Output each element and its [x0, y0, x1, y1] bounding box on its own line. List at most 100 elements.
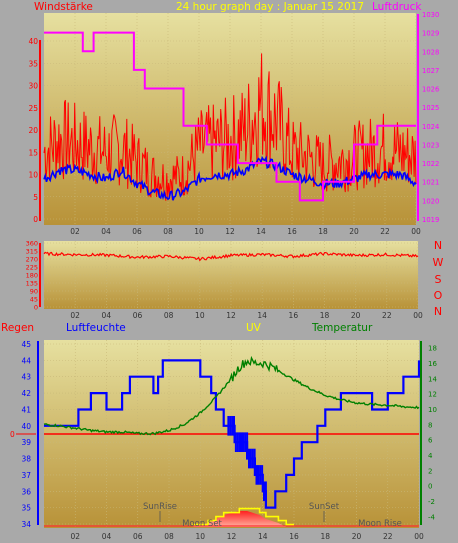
sunset-annotation: SunSet: [309, 502, 340, 512]
humidity-axes: 343536373839404142434445-4-2024681012141…: [10, 340, 437, 541]
humidity-x-tick-label: 06: [133, 532, 143, 541]
pressure-y-tick-label: 1023: [422, 141, 439, 149]
wind-x-tick-label: 12: [225, 227, 235, 236]
temperature-y-tick-label: 14: [428, 375, 437, 383]
uv-area: [192, 511, 294, 527]
humidity-x-tick-label: 12: [227, 532, 237, 541]
pressure-y-tick-label: 1030: [422, 11, 439, 19]
direction-x-tick-label: 14: [257, 311, 267, 320]
direction-series: [43, 251, 419, 262]
direction-y-tick-label: 90: [30, 288, 38, 296]
pressure-y-tick-label: 1026: [422, 86, 439, 94]
humidity-y-tick-label: 37: [21, 471, 31, 480]
direction-label-s: S: [435, 273, 442, 286]
humidity-y-tick-label: 35: [21, 504, 31, 513]
wind-series: [43, 31, 417, 202]
wind-y-tick-label: 40: [28, 37, 38, 46]
pressure-y-tick-label: 1020: [422, 197, 439, 205]
direction-label-w: W: [433, 256, 444, 269]
humidity-y-tick-label: 38: [21, 455, 31, 464]
temperature-y-tick-label: 8: [428, 421, 432, 429]
humidity-y-tick-label: 41: [21, 405, 31, 414]
direction-y-tick-label: 180: [26, 272, 38, 280]
humidity-y-tick-label: 44: [21, 356, 31, 365]
humidity-y-tick-label: 43: [21, 373, 31, 382]
humidity-legend: Luftfeuchte: [66, 322, 126, 334]
wind-y-tick-label: 20: [28, 126, 38, 135]
direction-label-n-top: N: [434, 239, 442, 252]
wind-x-tick-label: 06: [132, 227, 142, 236]
direction-y-tick-label: 225: [26, 264, 38, 272]
temperature-legend: Temperatur: [311, 322, 373, 334]
wind-x-tick-label: 20: [349, 227, 359, 236]
pressure-y-tick-label: 1019: [422, 216, 439, 224]
direction-x-tick-label: 04: [102, 311, 112, 320]
pressure-y-tick-label: 1024: [422, 123, 439, 131]
wind-pressure-panel: 0510152025303540101910201021102210231024…: [28, 11, 439, 236]
humidity-temperature-panel: 343536373839404142434445-4-2024681012141…: [10, 340, 437, 541]
humidity-x-tick-label: 10: [195, 532, 205, 541]
direction-y-tick-label: 135: [26, 280, 38, 288]
humidity-y-tick-label: 34: [21, 520, 31, 529]
direction-x-tick-label: 02: [70, 311, 80, 320]
direction-x-tick-label: 16: [289, 311, 299, 320]
pressure-line: [44, 31, 416, 202]
pressure-y-tick-label: 1022: [422, 160, 439, 168]
humidity-y-tick-label: 39: [21, 438, 31, 447]
direction-label-n-bottom: N: [434, 305, 442, 318]
humidity-x-tick-label: 08: [164, 532, 174, 541]
wind-x-tick-label: 04: [101, 227, 111, 236]
wind-y-tick-label: 5: [33, 193, 38, 202]
temperature-y-tick-label: 10: [428, 406, 437, 414]
wind-axes: 0510152025303540101910201021102210231024…: [28, 11, 439, 236]
direction-y-tick-label: 45: [30, 296, 38, 304]
direction-x-tick-label: 20: [351, 311, 361, 320]
humidity-line: [44, 359, 421, 509]
wind-x-tick-label: 14: [256, 227, 266, 236]
direction-y-tick-label: 315: [26, 248, 38, 256]
wind-y-tick-label: 35: [28, 59, 38, 68]
pressure-y-tick-label: 1027: [422, 67, 439, 75]
humidity-x-tick-label: 00: [414, 532, 424, 541]
pressure-y-tick-label: 1025: [422, 104, 439, 112]
wind-x-tick-label: 18: [318, 227, 328, 236]
humidity-y-tick-label: 42: [21, 389, 31, 398]
direction-x-tick-label: 22: [382, 311, 392, 320]
wind-x-tick-label: 16: [287, 227, 297, 236]
uv-step-line: [192, 507, 294, 526]
chart-title: 24 hour graph day : Januar 15 2017: [176, 1, 364, 13]
humidity-x-tick-label: 04: [102, 532, 112, 541]
temperature-y-tick-label: 2: [428, 467, 432, 475]
rain-zero-label: 0: [10, 430, 15, 439]
humidity-x-tick-label: 22: [383, 532, 393, 541]
humidity-x-tick-label: 02: [70, 532, 80, 541]
direction-x-tick-label: 10: [195, 311, 205, 320]
temperature-y-tick-label: 16: [428, 360, 437, 368]
sunrise-annotation: SunRise: [143, 502, 177, 512]
direction-y-tick-label: 360: [26, 240, 38, 248]
uv-legend: UV: [246, 322, 262, 334]
humidity-y-tick-label: 36: [21, 487, 31, 496]
wind-x-tick-label: 08: [163, 227, 173, 236]
pressure-y-tick-label: 1029: [422, 30, 439, 38]
temperature-y-tick-label: 18: [428, 345, 437, 353]
wind-y-tick-label: 10: [28, 171, 38, 180]
humidity-temperature-series: [43, 355, 421, 509]
wind-speed-title: Windstärke: [34, 1, 93, 13]
temperature-line: [43, 355, 420, 436]
wind-y-tick-label: 25: [28, 104, 38, 113]
direction-x-tick-label: 08: [164, 311, 174, 320]
pressure-y-tick-label: 1028: [422, 48, 439, 56]
direction-x-tick-label: 18: [320, 311, 330, 320]
humidity-x-tick-label: 14: [258, 532, 268, 541]
pressure-title: Luftdruck: [372, 1, 422, 13]
temperature-y-tick-label: 0: [428, 483, 432, 491]
humidity-y-tick-label: 45: [21, 340, 31, 349]
humidity-x-tick-label: 18: [320, 532, 330, 541]
wind-gust-line: [43, 53, 417, 201]
pressure-y-tick-label: 1021: [422, 179, 439, 187]
direction-y-tick-label: 0: [34, 304, 38, 312]
